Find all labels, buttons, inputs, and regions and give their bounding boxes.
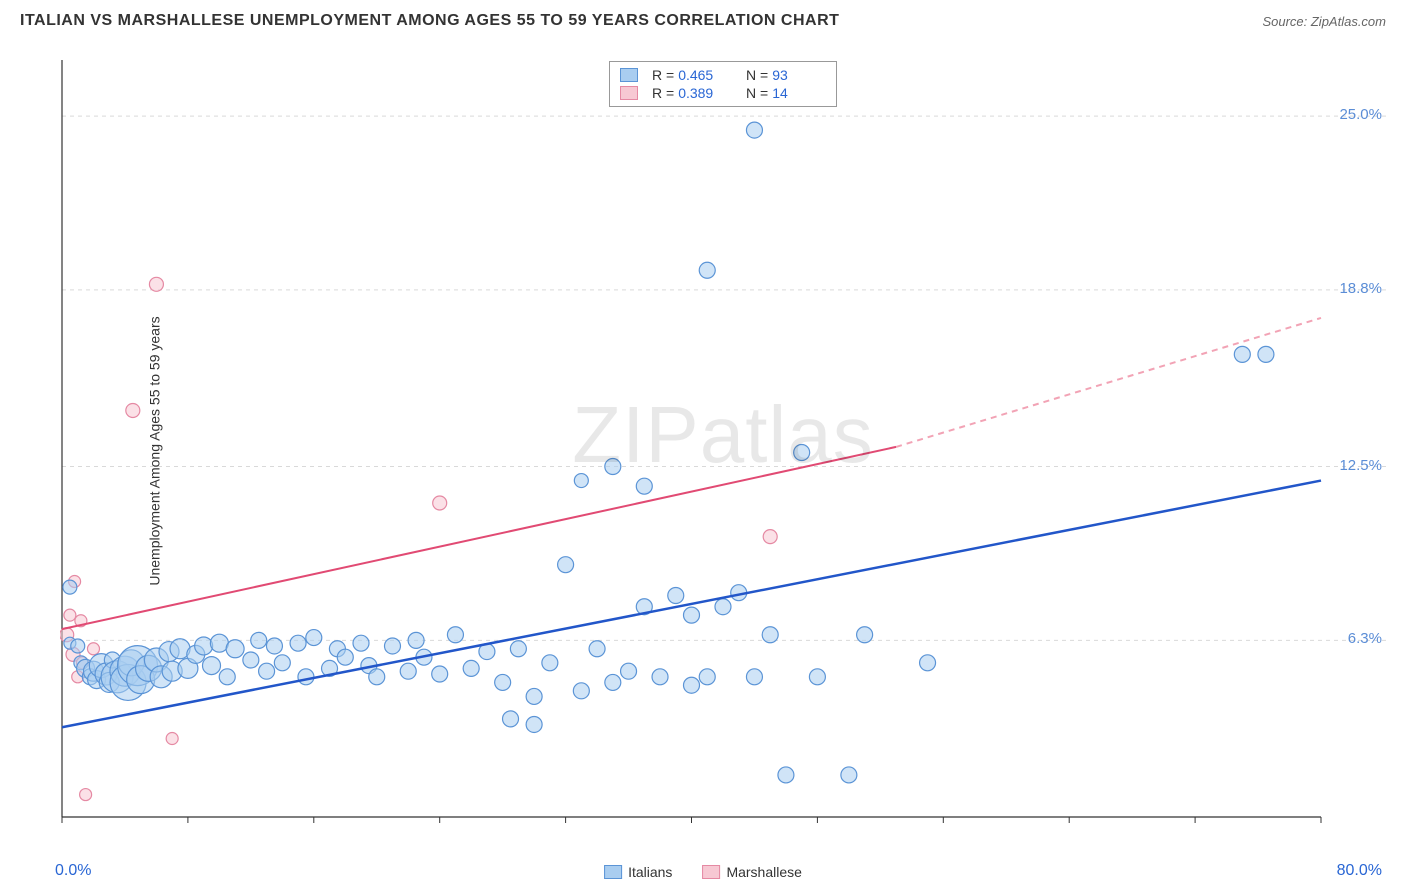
series-legend: Italians Marshallese [604,864,802,880]
correlation-legend: R =0.465 N =93 R =0.389 N =14 [609,61,837,107]
legend-row-italian: R =0.465 N =93 [620,66,826,84]
legend-row-marshallese: R =0.389 N =14 [620,84,826,102]
swatch-italian [620,68,638,82]
y-grid-label: 18.8% [1339,280,1382,297]
y-grid-label: 25.0% [1339,106,1382,123]
x-axis-min-label: 0.0% [55,862,91,880]
swatch-italian-icon [604,865,622,879]
y-grid-label: 12.5% [1339,457,1382,474]
legend-item-italians: Italians [604,864,672,880]
swatch-marshallese-icon [702,865,720,879]
swatch-marshallese [620,86,638,100]
chart-header: ITALIAN VS MARSHALLESE UNEMPLOYMENT AMON… [0,0,1406,38]
chart-area: Unemployment Among Ages 55 to 59 years Z… [50,55,1386,847]
x-axis-max-label: 80.0% [1337,862,1382,880]
chart-source: Source: ZipAtlas.com [1262,14,1386,29]
y-grid-label: 6.3% [1348,630,1382,647]
r-value-marshallese: R =0.389 [652,85,732,101]
plot-area: ZIPatlas R =0.465 N =93 R =0.389 N =14 6… [60,55,1386,847]
legend-item-marshallese: Marshallese [702,864,801,880]
n-value-italian: N =93 [746,67,826,83]
n-value-marshallese: N =14 [746,85,826,101]
chart-title: ITALIAN VS MARSHALLESE UNEMPLOYMENT AMON… [20,12,839,30]
scatter-chart [60,55,1386,847]
r-value-italian: R =0.465 [652,67,732,83]
